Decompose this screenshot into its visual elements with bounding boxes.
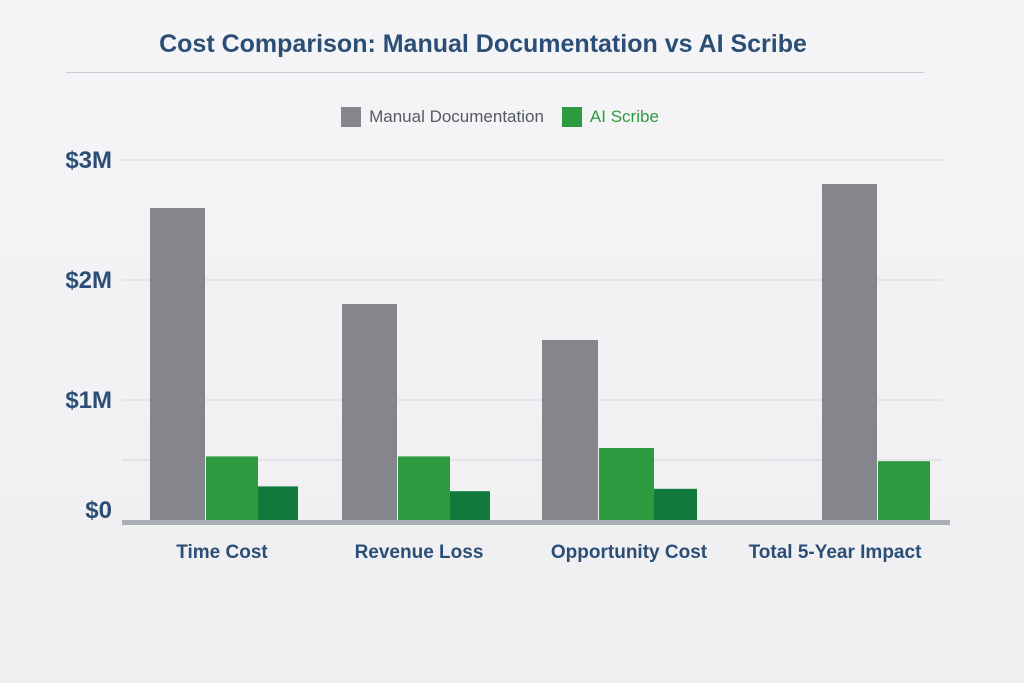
legend-label-manual: Manual Documentation [369, 107, 544, 126]
legend-swatch-ai-scribe [561, 107, 582, 127]
bar-manual-documentation [822, 184, 877, 520]
bar-manual-documentation [542, 340, 598, 520]
x-tick-label: Time Cost [176, 542, 268, 563]
y-tick-label: $2M [65, 267, 112, 294]
title-divider [66, 72, 924, 73]
x-tick-label: Total 5-Year Impact [749, 542, 922, 563]
y-tick-label: $3M [65, 147, 112, 174]
x-tick-label: Revenue Loss [355, 542, 484, 563]
legend-swatch-manual [341, 107, 362, 127]
x-axis-baseline [122, 520, 950, 525]
chart-title: Cost Comparison: Manual Documentation vs… [159, 30, 807, 58]
bar-ai-scribe-secondary [654, 488, 697, 520]
bar-manual-documentation [342, 304, 397, 520]
x-tick-label: Opportunity Cost [551, 542, 708, 563]
legend-label-ai-scribe: AI Scribe [589, 107, 659, 126]
y-tick-label: $0 [85, 497, 112, 524]
bar-ai-scribe [206, 456, 258, 520]
legend-item-ai-scribe: AI Scribe [561, 107, 659, 127]
bar-ai-scribe [878, 461, 930, 520]
legend: Manual Documentation AI Scribe [0, 107, 1000, 127]
legend-item-manual: Manual Documentation [341, 107, 544, 127]
bar-ai-scribe-secondary [450, 491, 490, 520]
y-tick-label: $1M [65, 387, 112, 414]
bar-ai-scribe [398, 456, 450, 520]
bar-ai-scribe [599, 448, 654, 520]
bar-manual-documentation [150, 208, 205, 520]
bar-ai-scribe-secondary [258, 486, 298, 520]
